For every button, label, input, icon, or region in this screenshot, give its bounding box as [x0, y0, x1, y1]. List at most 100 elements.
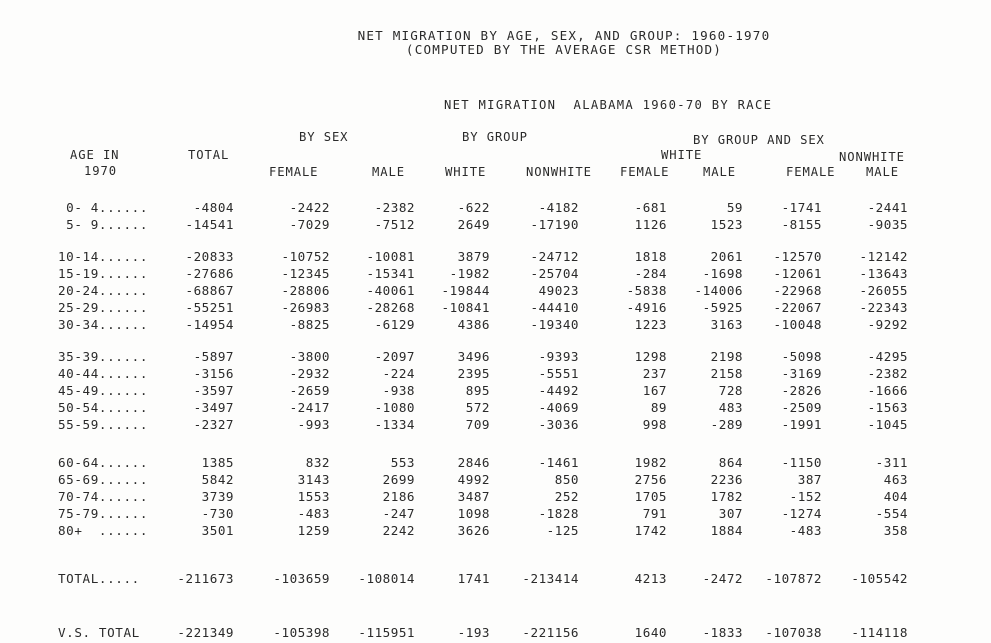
table-cell: -1828 [538, 506, 579, 521]
table-cell: -3036 [538, 417, 579, 432]
table-cell: -2659 [289, 383, 330, 398]
row-label: 15-19...... [58, 266, 149, 281]
table-cell: -22343 [859, 300, 908, 315]
row-label: 50-54...... [58, 400, 149, 415]
table-cell: 4992 [457, 472, 490, 487]
table-cell: 2198 [710, 349, 743, 364]
table-cell: -26983 [281, 300, 330, 315]
table-cell: -1833 [702, 625, 743, 640]
table-cell: -1741 [781, 200, 822, 215]
table-cell: -3497 [193, 400, 234, 415]
table-cell: -1698 [702, 266, 743, 281]
table-cell: -15341 [366, 266, 415, 281]
table-cell: -284 [634, 266, 667, 281]
table-cell: 463 [883, 472, 908, 487]
header-col-white-female: FEMALE [620, 165, 670, 179]
table-cell: -105542 [851, 571, 908, 586]
table-cell: -24712 [530, 249, 579, 264]
table-cell: 2756 [634, 472, 667, 487]
table-cell: -4804 [193, 200, 234, 215]
table-cell: 1298 [634, 349, 667, 364]
table-cell: -2826 [781, 383, 822, 398]
table-cell: -221156 [522, 625, 579, 640]
table-cell: -483 [297, 506, 330, 521]
table-cell: 4386 [457, 317, 490, 332]
header-nonwhite-group: NONWHITE [839, 150, 905, 164]
table-cell: -2509 [781, 400, 822, 415]
table-cell: -7029 [289, 217, 330, 232]
table-cell: 5842 [201, 472, 234, 487]
table-cell: 1818 [634, 249, 667, 264]
table-cell: -993 [297, 417, 330, 432]
row-label: 55-59...... [58, 417, 149, 432]
table-cell: 1223 [634, 317, 667, 332]
header-by-sex: BY SEX [299, 130, 349, 144]
table-cell: 2699 [382, 472, 415, 487]
row-label: 0- 4...... [58, 200, 149, 215]
title-line-1: NET MIGRATION BY AGE, SEX, AND GROUP: 19… [357, 28, 771, 43]
header-col-white-male: MALE [703, 165, 736, 179]
table-cell: -114118 [851, 625, 908, 640]
table-cell: -28806 [281, 283, 330, 298]
table-cell: -193 [457, 625, 490, 640]
table-cell: 832 [305, 455, 330, 470]
table-cell: -1274 [781, 506, 822, 521]
table-cell: -2097 [374, 349, 415, 364]
table-cell: 1098 [457, 506, 490, 521]
header-total: TOTAL [188, 148, 230, 162]
table-cell: -1150 [781, 455, 822, 470]
table-cell: -681 [634, 200, 667, 215]
table-cell: -3156 [193, 366, 234, 381]
table-cell: -2932 [289, 366, 330, 381]
table-cell: -221349 [177, 625, 234, 640]
table-cell: -5098 [781, 349, 822, 364]
table-cell: -27686 [185, 266, 234, 281]
table-cell: 2236 [710, 472, 743, 487]
table-cell: -7512 [374, 217, 415, 232]
table-cell: -26055 [859, 283, 908, 298]
table-cell: 3487 [457, 489, 490, 504]
table-cell: -2327 [193, 417, 234, 432]
table-cell: -1563 [867, 400, 908, 415]
table-cell: -3800 [289, 349, 330, 364]
table-cell: 572 [465, 400, 490, 415]
header-age-in: AGE IN [70, 148, 120, 162]
table-cell: -4295 [867, 349, 908, 364]
table-cell: -211673 [177, 571, 234, 586]
table-cell: -1080 [374, 400, 415, 415]
row-label: 70-74...... [58, 489, 149, 504]
row-label: 30-34...... [58, 317, 149, 332]
table-cell: 2186 [382, 489, 415, 504]
header-year-1970: 1970 [84, 164, 117, 178]
table-cell: -224 [382, 366, 415, 381]
header-by-group-and-sex: BY GROUP AND SEX [693, 133, 825, 147]
table-cell: -622 [457, 200, 490, 215]
table-cell: 1705 [634, 489, 667, 504]
table-cell: -4916 [626, 300, 667, 315]
header-by-group: BY GROUP [462, 130, 528, 144]
table-cell: 59 [726, 200, 743, 215]
table-cell: 3879 [457, 249, 490, 264]
table-cell: 3163 [710, 317, 743, 332]
table-cell: -14006 [694, 283, 743, 298]
table-cell: -12570 [773, 249, 822, 264]
row-label: 5- 9...... [58, 217, 149, 232]
table-cell: -125 [546, 523, 579, 538]
table-cell: -8825 [289, 317, 330, 332]
table-cell: -2441 [867, 200, 908, 215]
table-cell: 3143 [297, 472, 330, 487]
row-label: TOTAL..... [58, 571, 140, 586]
table-cell: 49023 [538, 283, 579, 298]
table-subtitle: NET MIGRATION ALABAMA 1960-70 BY RACE [444, 98, 773, 112]
row-label: V.S. TOTAL [58, 625, 140, 640]
table-cell: -22067 [773, 300, 822, 315]
header-col-white: WHITE [445, 165, 487, 179]
table-cell: 864 [718, 455, 743, 470]
table-cell: 553 [390, 455, 415, 470]
table-cell: -103659 [273, 571, 330, 586]
table-cell: -22968 [773, 283, 822, 298]
table-cell: -115951 [358, 625, 415, 640]
table-cell: -28268 [366, 300, 415, 315]
table-cell: -1991 [781, 417, 822, 432]
